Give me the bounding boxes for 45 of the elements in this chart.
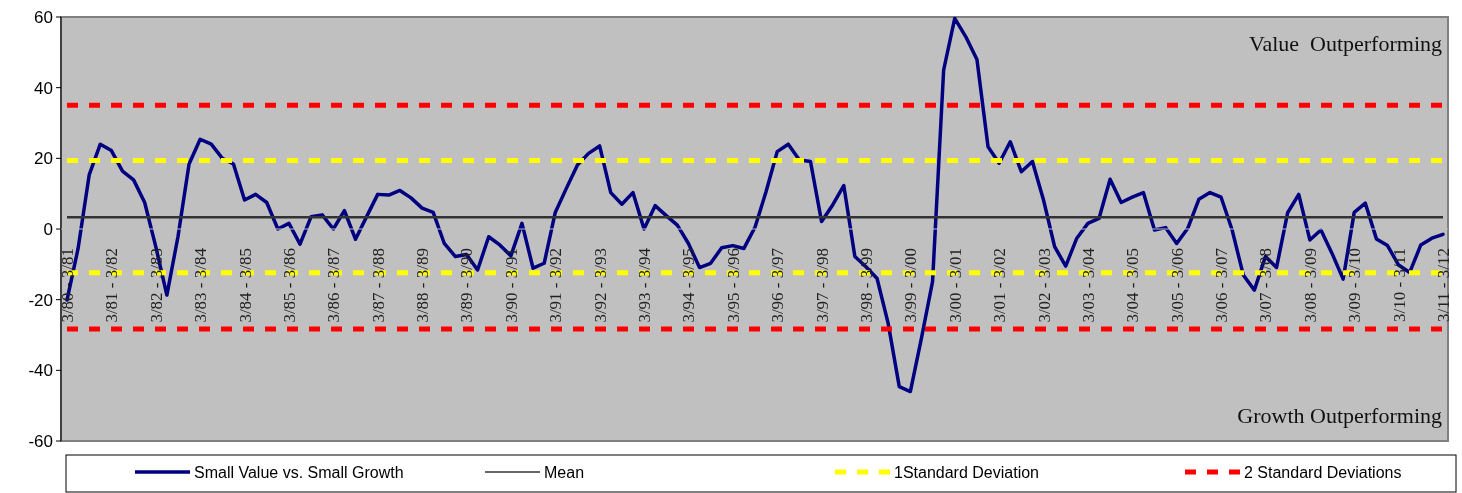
x-tick-label: 3/90 - 3/91 [501,248,521,323]
x-tick-label: 3/86 - 3/87 [324,247,344,323]
legend-label: Mean [544,463,585,481]
annotation: Growth Outperforming [1237,403,1442,428]
x-tick-label: 3/84 - 3/85 [235,248,255,323]
legend-label: Small Value vs. Small Growth [194,463,404,481]
y-tick-label: -60 [28,431,53,451]
x-tick-label: 3/80 - 3/81 [58,248,77,323]
x-tick-label: 3/07 - 3/08 [1256,248,1276,323]
x-tick-label: 3/04 - 3/05 [1123,248,1143,323]
y-tick-label: 0 [43,219,53,239]
x-tick-label: 3/06 - 3/07 [1212,247,1232,323]
x-tick-label: 3/95 - 3/96 [723,248,743,323]
y-tick-label: -40 [28,361,53,381]
x-tick-label: 3/08 - 3/09 [1300,248,1320,323]
x-tick-label: 3/81 - 3/82 [102,248,122,323]
x-tick-label: 3/87 - 3/88 [368,248,388,323]
x-tick-label: 3/10 - 3/11 [1389,248,1409,322]
x-tick-label: 3/96 - 3/97 [768,247,788,323]
x-tick-label: 3/09 - 3/10 [1345,248,1365,323]
x-tick-label: 3/92 - 3/93 [590,248,610,323]
y-tick-label: 60 [34,7,53,27]
x-tick-label: 3/11 - 3/12 [1434,248,1453,322]
x-tick-label: 3/05 - 3/06 [1167,248,1187,323]
legend-label: 1Standard Deviation [894,463,1039,481]
x-tick-label: 3/88 - 3/89 [413,248,433,323]
x-tick-label: 3/94 - 3/95 [679,248,699,323]
y-tick-label: 40 [34,78,53,98]
x-tick-label: 3/98 - 3/99 [856,248,876,323]
x-tick-label: 3/00 - 3/01 [945,248,965,323]
x-tick-label: 3/97 - 3/98 [812,248,832,323]
x-tick-label: 3/01 - 3/02 [990,248,1010,323]
x-tick-label: 3/99 - 3/00 [901,248,921,323]
x-tick-label: 3/82 - 3/83 [146,248,166,323]
x-tick-label: 3/93 - 3/94 [635,247,655,323]
x-tick-label: 3/03 - 3/04 [1078,247,1098,323]
x-tick-label: 3/02 - 3/03 [1034,248,1054,323]
y-tick-label: -20 [28,290,53,310]
y-tick-label: 20 [34,149,53,169]
x-tick-label: 3/83 - 3/84 [191,247,211,323]
legend-label: 2 Standard Deviations [1244,463,1402,481]
x-tick-label: 3/85 - 3/86 [279,248,299,323]
x-tick-label: 3/91 - 3/92 [546,248,566,323]
x-tick-label: 3/89 - 3/90 [457,248,477,323]
annotation: Value Outperforming [1248,31,1442,56]
